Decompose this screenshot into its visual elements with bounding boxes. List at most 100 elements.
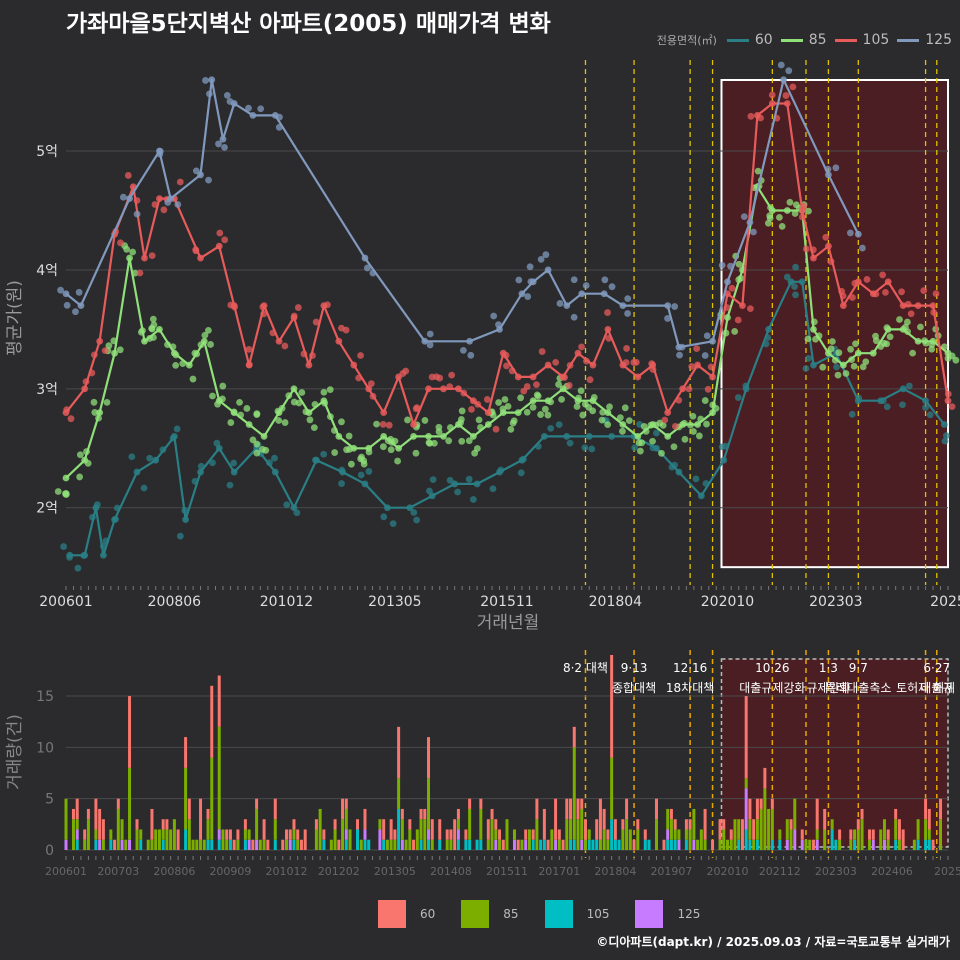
data-point-105 <box>825 242 832 250</box>
data-point-85 <box>514 409 522 417</box>
volume-bar-85 <box>696 839 700 850</box>
scatter-point-125 <box>537 255 545 263</box>
scatter-point-85 <box>805 207 812 215</box>
chart-title: 가좌마을5단지벽산 아파트(2005) 매매가격 변화 <box>66 11 551 37</box>
volume-bar-60 <box>901 829 905 850</box>
scatter-point-85 <box>598 416 606 424</box>
volume-bar-85 <box>157 829 161 850</box>
scatter-point-105 <box>661 416 669 424</box>
data-point-60 <box>361 480 369 488</box>
data-point-105 <box>679 385 687 393</box>
volume-bar-60 <box>711 839 715 850</box>
scatter-point-60 <box>93 501 101 509</box>
policy-label: 8·2 대책 <box>563 660 608 675</box>
volume-bar-85 <box>692 808 696 840</box>
data-point-85 <box>469 432 477 440</box>
data-point-60 <box>197 468 204 476</box>
scatter-point-105 <box>245 361 253 369</box>
scatter-point-125 <box>608 283 616 291</box>
volume-bar-105 <box>382 839 386 850</box>
scatter-point-85 <box>547 398 555 406</box>
scatter-point-85 <box>766 214 774 222</box>
data-point-105 <box>81 385 89 393</box>
volume-bar-85 <box>385 839 389 850</box>
volume-bar-85 <box>868 839 872 850</box>
scatter-point-85 <box>709 401 717 409</box>
scatter-point-85 <box>599 408 607 416</box>
volume-bar-60 <box>86 808 90 820</box>
volume-bar-60 <box>583 819 587 840</box>
volume-bar-60 <box>83 829 87 840</box>
scatter-point-105 <box>630 359 638 366</box>
data-point-85 <box>529 397 537 405</box>
volume-bar-85 <box>684 829 688 840</box>
scatter-point-105 <box>176 178 184 186</box>
scatter-point-85 <box>338 418 345 426</box>
scatter-point-105 <box>565 381 573 389</box>
scatter-point-105 <box>259 303 267 311</box>
volume-bar-85 <box>210 757 214 840</box>
scatter-point-105 <box>879 271 887 279</box>
series-line-85 <box>65 185 949 479</box>
volume-bar-60 <box>580 798 584 809</box>
volume-bar-105 <box>475 839 479 850</box>
scatter-point-85 <box>201 331 209 339</box>
bar-x-tick-label: 200601 <box>45 865 87 878</box>
volume-bar-85 <box>752 839 756 850</box>
data-point-105 <box>914 302 922 310</box>
scatter-point-85 <box>394 457 401 465</box>
scatter-point-60 <box>283 501 291 509</box>
volume-bar-105 <box>684 839 688 850</box>
data-point-105 <box>839 302 847 310</box>
data-point-85 <box>380 432 388 440</box>
volume-bar-125 <box>247 839 251 850</box>
volume-bar-85 <box>763 788 767 850</box>
volume-bar-85 <box>778 829 782 840</box>
volume-bar-60 <box>673 819 677 830</box>
scatter-point-60 <box>226 481 234 489</box>
scatter-point-60 <box>534 442 542 450</box>
data-point-85 <box>619 421 627 428</box>
scatter-point-85 <box>638 439 646 447</box>
scatter-point-105 <box>342 326 350 334</box>
data-point-105 <box>440 385 447 393</box>
scatter-point-105 <box>151 201 159 208</box>
bar-y-tick-label: 10 <box>36 740 54 756</box>
scatter-point-85 <box>819 363 827 371</box>
volume-bar-60 <box>811 839 815 850</box>
volume-bar-85 <box>804 839 808 850</box>
bar-y-tick-label: 5 <box>45 792 54 808</box>
volume-bar-125 <box>400 839 404 850</box>
scatter-point-105 <box>446 383 454 391</box>
scatter-point-60 <box>413 516 421 524</box>
volume-bar-85 <box>449 839 453 850</box>
data-point-105 <box>739 302 746 310</box>
volume-bar-60 <box>445 829 449 840</box>
scatter-point-85 <box>834 371 842 379</box>
scatter-point-125 <box>276 113 283 121</box>
scatter-point-85 <box>83 448 90 455</box>
volume-bar-60 <box>412 839 416 850</box>
volume-bar-60 <box>113 839 117 850</box>
scatter-point-105 <box>216 229 224 237</box>
scatter-point-105 <box>827 258 835 265</box>
volume-bar-60 <box>94 798 98 830</box>
volume-bar-60 <box>75 798 79 820</box>
volume-bar-105 <box>243 839 247 850</box>
scatter-point-60 <box>489 485 497 493</box>
data-point-60 <box>230 468 238 476</box>
scatter-point-85 <box>76 473 84 481</box>
scatter-point-85 <box>169 343 177 351</box>
scatter-point-85 <box>625 417 633 425</box>
data-point-60 <box>697 492 705 500</box>
scatter-point-85 <box>581 400 589 408</box>
volume-bar-60 <box>565 798 569 820</box>
volume-bar-60 <box>101 819 105 840</box>
volume-bar-60 <box>228 829 232 840</box>
volume-bar-85 <box>815 829 819 840</box>
scatter-point-105 <box>798 213 806 221</box>
volume-bar-60 <box>894 808 898 820</box>
scatter-point-85 <box>842 370 850 377</box>
volume-bar-60 <box>654 798 658 820</box>
